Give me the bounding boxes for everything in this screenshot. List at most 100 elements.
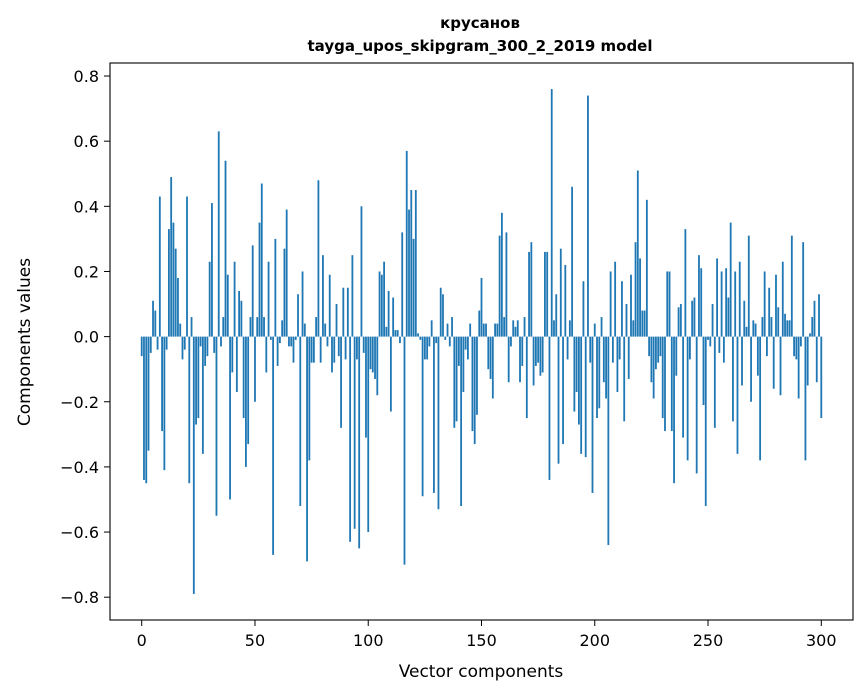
bar xyxy=(505,232,508,337)
bar xyxy=(514,326,517,337)
bar xyxy=(804,336,807,461)
bar xyxy=(408,209,410,337)
bar xyxy=(528,251,530,337)
bar xyxy=(380,274,383,337)
bar xyxy=(747,235,750,337)
bar xyxy=(396,330,399,337)
bar xyxy=(661,336,664,419)
bar xyxy=(754,323,757,337)
bar xyxy=(611,336,614,363)
bar xyxy=(550,89,553,337)
bar xyxy=(224,160,227,337)
bar xyxy=(652,336,655,399)
bar xyxy=(716,258,718,337)
bar xyxy=(557,336,560,464)
bar xyxy=(500,212,503,337)
bar xyxy=(627,336,630,379)
bar xyxy=(562,336,564,445)
bar xyxy=(331,336,333,373)
bar xyxy=(464,336,467,350)
bar xyxy=(555,294,558,337)
bar xyxy=(294,336,297,340)
bar xyxy=(668,271,671,337)
bar xyxy=(641,310,644,337)
bar xyxy=(290,336,293,347)
bar xyxy=(772,336,775,389)
bar xyxy=(197,336,200,419)
bar xyxy=(421,336,424,497)
bar xyxy=(761,317,764,337)
x-tick-label: 0 xyxy=(137,631,147,650)
bar xyxy=(741,336,743,386)
bar xyxy=(478,310,481,337)
bar xyxy=(788,320,791,337)
bar xyxy=(467,336,469,360)
bar xyxy=(525,336,528,419)
bar xyxy=(568,320,571,337)
x-tick-label: 150 xyxy=(466,631,497,650)
bar xyxy=(269,336,272,340)
x-tick-label: 200 xyxy=(579,631,610,650)
bar xyxy=(414,190,417,337)
bar xyxy=(444,336,447,340)
bar xyxy=(349,336,352,542)
bar xyxy=(145,336,148,484)
bar xyxy=(374,336,376,379)
bar xyxy=(566,336,569,360)
bar xyxy=(324,323,327,337)
bar xyxy=(394,330,397,337)
bar xyxy=(713,336,716,428)
bar xyxy=(319,336,322,363)
bar xyxy=(453,336,456,428)
bar xyxy=(806,336,809,386)
bar xyxy=(439,287,442,337)
y-axis-label: Components values xyxy=(15,258,35,426)
bar xyxy=(260,183,263,337)
y-axis-ticks: −0.8 −0.6 −0.4 −0.2 0.0 0.2 0.4 0.6 0.8 xyxy=(60,67,110,607)
bar xyxy=(584,336,587,458)
bar xyxy=(682,336,685,438)
bar xyxy=(498,235,501,337)
bar xyxy=(342,287,345,337)
y-tick-label: −0.8 xyxy=(60,588,99,607)
bar xyxy=(190,317,193,337)
bar xyxy=(315,317,318,337)
bar xyxy=(152,300,154,337)
bar xyxy=(362,336,365,353)
bar xyxy=(476,336,478,415)
bar xyxy=(777,307,780,337)
bar xyxy=(283,248,286,337)
bar xyxy=(763,271,766,337)
bar xyxy=(156,336,159,350)
bar xyxy=(335,304,338,337)
bar xyxy=(154,310,157,337)
bar xyxy=(285,209,288,337)
bar xyxy=(272,336,274,555)
bar xyxy=(632,320,635,337)
bar xyxy=(238,291,241,337)
bar xyxy=(179,323,182,337)
bar xyxy=(297,294,299,337)
bar xyxy=(410,190,413,337)
bar xyxy=(813,300,816,337)
bar xyxy=(369,336,372,370)
bar xyxy=(233,261,236,337)
bar xyxy=(161,336,163,432)
bar xyxy=(140,336,143,357)
y-tick-label: −0.4 xyxy=(60,458,99,477)
bar xyxy=(784,313,786,337)
bar xyxy=(448,336,451,347)
bar xyxy=(496,323,499,337)
bar xyxy=(655,336,657,370)
bar xyxy=(149,336,152,353)
bar xyxy=(732,336,734,422)
bar xyxy=(795,336,798,360)
bar xyxy=(578,336,580,425)
bar xyxy=(818,294,820,337)
bar xyxy=(700,268,703,337)
bar xyxy=(245,336,247,467)
bar xyxy=(756,336,759,376)
bar xyxy=(426,336,429,360)
bar xyxy=(471,336,474,432)
bar xyxy=(376,336,379,396)
